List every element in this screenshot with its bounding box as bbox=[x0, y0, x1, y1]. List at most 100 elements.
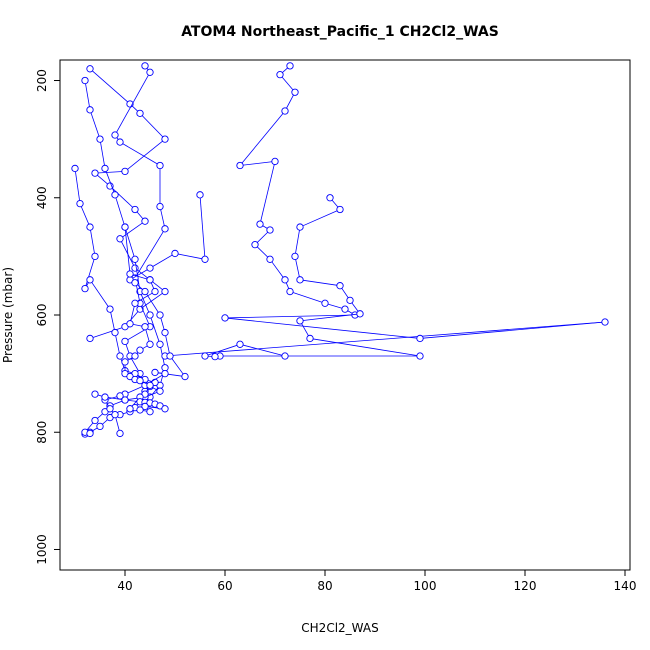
series-line-segment bbox=[169, 355, 186, 377]
data-point bbox=[136, 346, 144, 354]
data-point bbox=[141, 402, 149, 411]
data-point bbox=[156, 311, 164, 319]
data-point bbox=[106, 405, 114, 413]
data-point bbox=[146, 276, 154, 284]
data-point bbox=[291, 88, 299, 96]
data-point bbox=[166, 352, 174, 360]
data-point bbox=[131, 352, 139, 360]
series-line-segment bbox=[119, 141, 161, 166]
data-point bbox=[161, 225, 169, 233]
data-point bbox=[266, 255, 274, 263]
data-point bbox=[131, 299, 139, 307]
y-tick-label: 600 bbox=[35, 304, 49, 327]
data-point bbox=[91, 390, 99, 398]
data-point bbox=[201, 255, 209, 263]
data-series bbox=[161, 62, 609, 360]
data-point bbox=[86, 334, 94, 343]
series-line-segment bbox=[259, 161, 276, 225]
series-line-segment bbox=[129, 267, 151, 281]
series-line-segment bbox=[159, 206, 166, 229]
data-point bbox=[106, 182, 114, 190]
data-point bbox=[281, 107, 289, 115]
data-point bbox=[131, 264, 139, 272]
series-line-segment bbox=[79, 203, 91, 228]
series-line-segment bbox=[289, 291, 326, 304]
data-point bbox=[101, 164, 109, 173]
data-point bbox=[161, 135, 169, 143]
data-point bbox=[141, 62, 149, 70]
x-tick-label: 60 bbox=[217, 579, 232, 593]
data-point bbox=[296, 276, 304, 284]
data-point bbox=[416, 334, 424, 343]
x-tick-label: 120 bbox=[514, 579, 537, 593]
data-point bbox=[121, 337, 129, 346]
x-axis: 40 60 80 100 120 140 bbox=[117, 570, 636, 593]
data-point bbox=[221, 314, 229, 322]
series-line-segment bbox=[239, 110, 286, 166]
series-line-segment bbox=[139, 291, 151, 316]
data-point bbox=[286, 287, 294, 296]
data-point bbox=[281, 276, 289, 284]
series-line-segment bbox=[84, 256, 96, 289]
data-point bbox=[81, 76, 89, 85]
data-point bbox=[286, 62, 294, 70]
series-line-segment bbox=[89, 326, 126, 339]
data-point bbox=[336, 282, 344, 290]
data-point bbox=[146, 381, 154, 389]
data-point bbox=[86, 429, 94, 438]
data-point bbox=[321, 299, 329, 307]
series-line-segment bbox=[114, 72, 151, 136]
series-line-segment bbox=[149, 253, 176, 269]
series-line-segment bbox=[139, 303, 151, 327]
data-point bbox=[116, 429, 124, 438]
data-point bbox=[356, 310, 364, 318]
data-point bbox=[86, 276, 94, 284]
data-point bbox=[121, 223, 129, 231]
data-point bbox=[171, 249, 179, 258]
data-point bbox=[236, 340, 244, 348]
data-point bbox=[161, 287, 169, 296]
series-line-segment bbox=[139, 113, 166, 140]
data-point bbox=[146, 340, 154, 348]
x-tick-label: 40 bbox=[117, 579, 132, 593]
data-point bbox=[136, 109, 144, 117]
series-line-segment bbox=[299, 279, 341, 287]
data-point bbox=[81, 284, 89, 293]
series-line-segment bbox=[224, 314, 356, 319]
series-line-segment bbox=[224, 317, 421, 339]
data-point bbox=[111, 328, 119, 337]
data-point bbox=[91, 169, 99, 177]
series-line-segment bbox=[139, 291, 166, 310]
data-point bbox=[71, 164, 79, 173]
y-axis: 200 400 600 800 1000 bbox=[35, 69, 60, 565]
series-line-segment bbox=[294, 256, 301, 280]
series-layer bbox=[71, 62, 609, 438]
data-point bbox=[136, 377, 144, 385]
series-line-segment bbox=[114, 332, 121, 357]
data-point bbox=[146, 264, 154, 272]
data-point bbox=[161, 369, 169, 378]
data-point bbox=[196, 191, 204, 199]
data-point bbox=[76, 199, 84, 208]
series-line-segment bbox=[89, 227, 96, 257]
y-tick-label: 200 bbox=[35, 69, 49, 92]
x-axis-label: CH2Cl2_WAS bbox=[301, 621, 378, 635]
x-tick-label: 140 bbox=[614, 579, 637, 593]
series-line-segment bbox=[164, 321, 606, 357]
data-point bbox=[601, 318, 609, 326]
data-point bbox=[116, 138, 124, 146]
data-point bbox=[141, 323, 149, 331]
data-point bbox=[266, 226, 274, 234]
data-point bbox=[111, 191, 119, 199]
y-tick-label: 1000 bbox=[35, 534, 49, 565]
data-point bbox=[86, 65, 94, 73]
series-line-segment bbox=[149, 314, 161, 345]
series-line-segment bbox=[299, 313, 361, 322]
data-point bbox=[341, 305, 349, 313]
data-point bbox=[296, 223, 304, 231]
data-point bbox=[161, 405, 169, 413]
data-point bbox=[161, 328, 169, 337]
series-line-segment bbox=[89, 109, 101, 140]
